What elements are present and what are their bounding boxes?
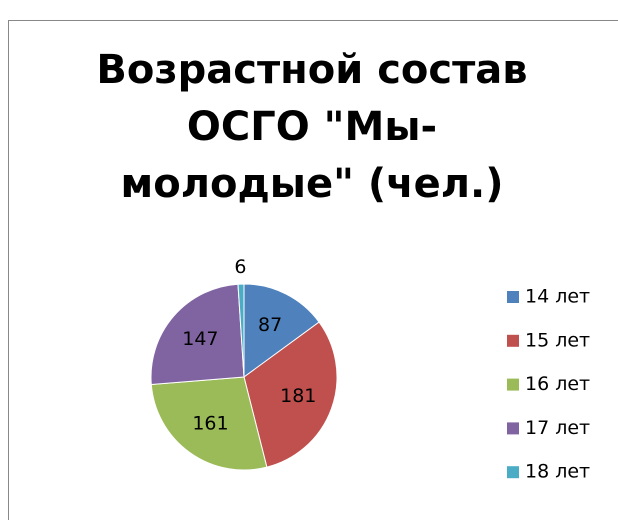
pie-slice [243,283,320,378]
page: Возрастной состав ОСГО "Мы-молодые" (чел… [8,20,618,520]
pie-slice [243,321,338,468]
chart: 87 181 161 147 6 14 лет 15 лет 16 лет 17 лет 18 л… [150,256,590,483]
pie-slice [150,283,245,386]
data-label: 147 [182,328,218,350]
legend-label: 14 лет [525,286,590,308]
data-label: 161 [192,412,228,434]
chart-title: Возрастной состав ОСГО "Мы-молодые" (чел… [96,47,528,207]
data-label: 181 [280,385,316,407]
legend-label: 16 лет [525,373,590,395]
pie-slice [150,376,268,471]
legend-label: 18 лет [525,461,590,483]
pie-slice [237,283,245,378]
legend-swatch [507,334,519,347]
legend-label: 15 лет [525,329,590,351]
data-label: 6 [234,256,246,278]
legend-swatch [507,291,519,303]
legend-label: 17 лет [525,417,590,439]
legend-swatch [507,466,519,479]
chart-frame [8,20,618,520]
legend-swatch [507,422,519,435]
legend-swatch [507,378,519,391]
data-label: 87 [258,314,282,336]
